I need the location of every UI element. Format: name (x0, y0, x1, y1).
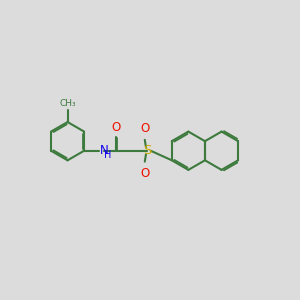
Text: O: O (140, 167, 149, 180)
Text: O: O (111, 121, 120, 134)
Text: H: H (104, 150, 111, 160)
Text: CH₃: CH₃ (59, 100, 76, 109)
Text: N: N (100, 144, 109, 157)
Text: O: O (140, 122, 149, 134)
Text: S: S (143, 144, 151, 157)
